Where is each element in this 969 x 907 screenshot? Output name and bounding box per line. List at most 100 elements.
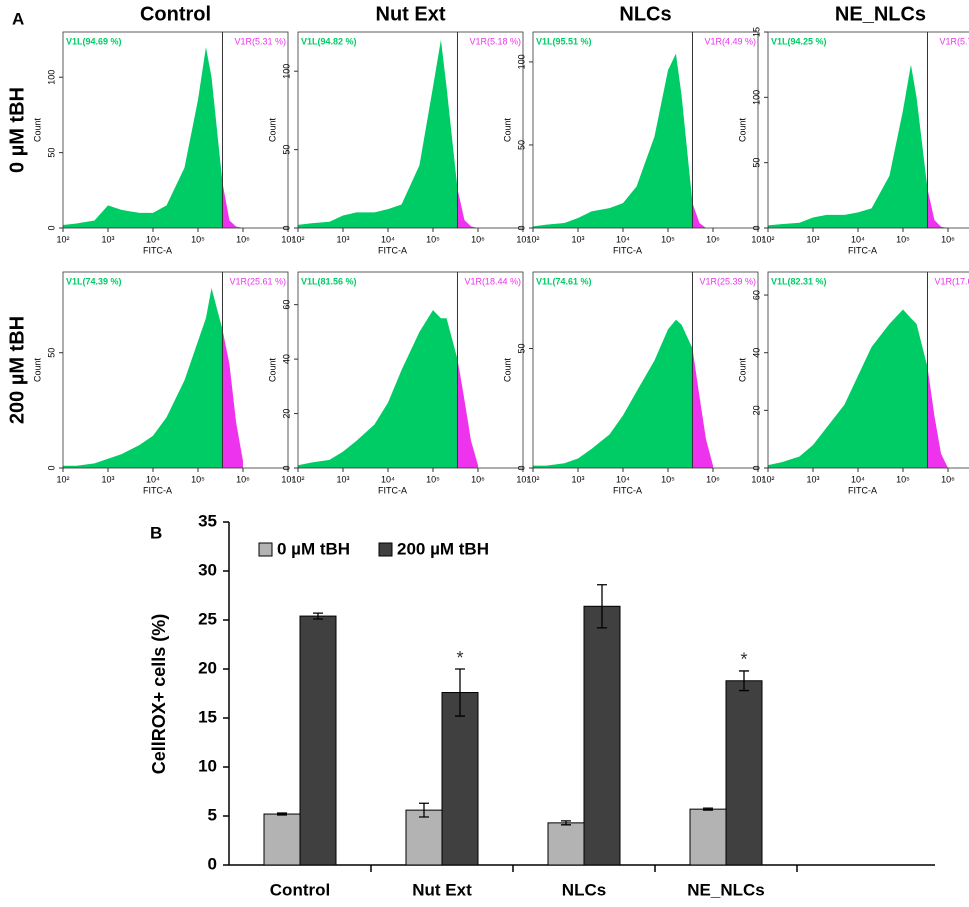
x-tick-label: 10⁵ [661,474,675,484]
x-tick-label: 10² [291,474,304,484]
y-tick-label: 100 [281,64,291,79]
histogram-area [533,319,713,468]
x-tick-label: 10⁶ [706,234,720,244]
y-tick-label: 0 [751,225,761,230]
y-axis-label: CellROX+ cells (%) [149,614,169,775]
x-tick-label: 10³ [806,234,819,244]
x-tick-label: 10⁶ [471,234,485,244]
y-tick-label: 20 [751,405,761,415]
x-tick-label: 10⁶ [941,474,955,484]
x-tick-label: NE_NLCs [687,880,764,899]
y-tick-label: 20 [281,409,291,419]
y-tick-label: 0 [46,225,56,230]
x-tick-label: 10⁷ [751,474,764,484]
legend-swatch [378,542,393,557]
x-tick-label: 10⁵ [426,234,440,244]
histogram-area [298,39,478,229]
histogram-area [533,53,713,229]
y-tick-label: 50 [281,145,291,155]
x-tick-label: 10⁵ [896,474,910,484]
plot-frame [62,271,289,469]
x-tick-label: 10⁷ [516,474,529,484]
x-tick-label: 10² [526,474,539,484]
gate-right-label: V1R(5.18 %) [469,36,521,46]
histogram-area [298,310,478,468]
y-axis-label: Count [737,358,747,383]
x-axis-label: FITC-A [848,245,877,255]
gate-left-label: V1L(94.69 %) [66,36,122,46]
x-axis-label: FITC-A [848,485,877,495]
panel-label: B [150,523,162,542]
x-tick-label: NLCs [562,880,606,899]
error-bar [561,820,571,826]
gate-left-label: V1L(94.25 %) [771,36,827,46]
plot-frame [767,271,969,469]
gate-left-label: V1L(82.31 %) [771,276,827,286]
gate-right-label: V1R(4.49 %) [704,36,756,46]
y-tick-label: 0 [281,225,291,230]
x-axis-label: FITC-A [378,485,407,495]
x-tick-label: 10⁶ [236,474,250,484]
bar [263,813,301,866]
y-tick-label: 0 [751,465,761,470]
gate-right-label: V1R(5.31 %) [234,36,286,46]
y-axis-label: Count [267,118,277,143]
gate-right-label: V1R(18.44 %) [464,276,521,286]
histogram-area [63,288,243,468]
x-tick-label: 10² [761,474,774,484]
y-tick-label: 25 [198,609,217,628]
x-tick-label: 10² [291,234,304,244]
y-tick-label: 100 [46,70,56,85]
y-tick-label: 5 [208,805,217,824]
legend-label: 0 µM tBH [277,539,350,558]
x-tick-label: 10⁵ [191,234,205,244]
x-axis-label: FITC-A [613,245,642,255]
x-tick-label: 10⁴ [381,474,395,484]
y-tick-label: 0 [208,854,217,873]
bar [725,680,763,866]
x-axis-label: FITC-A [143,485,172,495]
y-tick-label: 15 [751,27,761,37]
legend-swatch [258,542,273,557]
x-tick-label: 10⁵ [191,474,205,484]
x-axis-label: FITC-A [143,245,172,255]
y-tick-label: 50 [516,140,526,150]
y-tick-label: 60 [751,290,761,300]
bar [583,605,621,866]
x-tick-label: 10³ [101,234,114,244]
x-tick-label: 10³ [101,474,114,484]
y-tick-label: 50 [46,148,56,158]
y-tick-label: 10 [198,756,217,775]
gate-left-label: V1L(74.61 %) [536,276,592,286]
y-tick-label: 100 [516,54,526,69]
x-tick-label: 10² [761,234,774,244]
x-tick-label: 10⁶ [236,234,250,244]
gate-left-label: V1L(81.56 %) [301,276,357,286]
y-tick-label: 0 [46,465,56,470]
x-tick-label: 10⁷ [751,234,764,244]
y-tick-label: 40 [281,354,291,364]
y-tick-label: 20 [198,658,217,677]
gate-right-label: V1R(25.61 %) [229,276,286,286]
y-axis-label: Count [267,358,277,383]
significance-label: * [740,650,747,670]
plot-frame [297,271,524,469]
x-tick-label: 10⁷ [516,234,529,244]
y-axis-label: Count [32,358,42,383]
y-tick-label: 50 [46,348,56,358]
plot-frame [297,31,524,229]
x-tick-label: 10³ [336,474,349,484]
error-bar [277,812,287,816]
x-tick-label: 10² [526,234,539,244]
panel-label: A [12,9,24,28]
error-bar [313,612,323,620]
y-axis-label: Count [502,358,512,383]
column-title: Control [140,3,211,25]
y-tick-label: 0 [281,465,291,470]
x-tick-label: 10⁵ [896,234,910,244]
y-axis-label: Count [737,118,747,143]
gate-right-label: V1R(25.39 %) [699,276,756,286]
y-tick-label: 50 [751,158,761,168]
x-tick-label: 10⁴ [616,234,630,244]
x-tick-label: 10⁵ [426,474,440,484]
